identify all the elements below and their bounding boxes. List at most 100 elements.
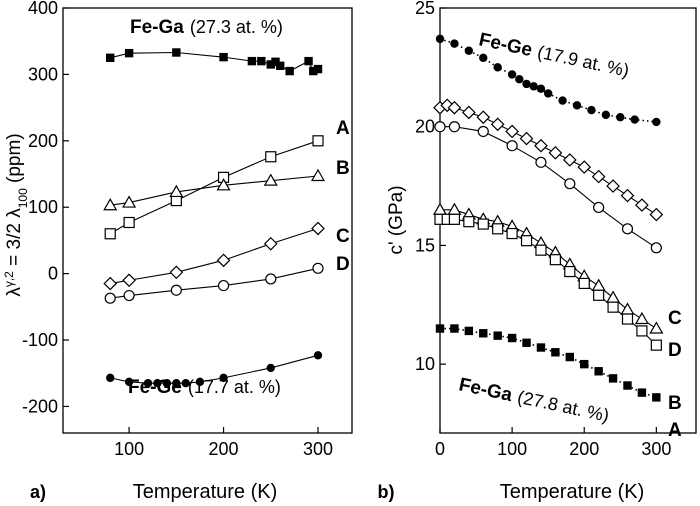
series-note: (17.7 at. %): [188, 377, 281, 397]
marker: [263, 236, 278, 251]
series-label: C: [336, 226, 350, 247]
y-tick-label: 20: [415, 117, 435, 137]
marker: [636, 325, 648, 337]
marker: [461, 105, 476, 120]
marker: [549, 254, 561, 266]
series-note: (27.8 at. %): [516, 387, 611, 426]
y-tick-label: 15: [415, 235, 435, 255]
marker: [162, 378, 172, 388]
series-line: [109, 140, 319, 235]
marker: [551, 348, 560, 357]
series: C: [433, 98, 682, 329]
y-tick-label: 100: [28, 197, 58, 217]
series-label: A: [668, 420, 682, 441]
marker: [313, 64, 323, 74]
marker: [464, 326, 474, 336]
series-name: A: [668, 420, 682, 441]
marker: [476, 110, 491, 125]
series-label: Fe-Ge (17.7 at. %): [128, 377, 281, 398]
series-name: B: [668, 393, 682, 414]
marker: [543, 89, 553, 98]
series-name: D: [668, 340, 682, 361]
marker: [535, 156, 547, 168]
marker: [123, 289, 135, 302]
marker: [652, 393, 661, 402]
marker: [448, 213, 461, 225]
marker: [562, 153, 577, 167]
y-tick-label: 10: [415, 354, 435, 374]
marker: [219, 373, 228, 383]
marker: [447, 100, 462, 115]
marker: [506, 227, 518, 240]
y-axis-label: c' (GPa): [386, 185, 407, 254]
marker: [591, 169, 606, 184]
marker: [650, 339, 662, 351]
x-tick-label: 200: [209, 439, 239, 459]
marker: [564, 178, 576, 190]
marker: [529, 82, 538, 91]
marker: [507, 333, 517, 343]
series: Fe-Ga (27.3 at. %): [106, 17, 323, 76]
marker: [216, 253, 231, 268]
series: Fe-Ge (17.7 at. %): [106, 351, 323, 398]
series-name: C: [336, 226, 350, 247]
marker: [169, 184, 184, 198]
marker: [153, 378, 162, 388]
marker: [591, 278, 606, 291]
marker: [104, 228, 116, 240]
series: D: [434, 121, 682, 361]
marker: [217, 279, 230, 292]
marker: [104, 292, 116, 304]
marker: [558, 96, 567, 105]
marker: [463, 216, 475, 228]
series-name: A: [336, 118, 350, 139]
marker: [477, 125, 489, 138]
y-tick-label: 25: [415, 0, 435, 18]
marker: [172, 378, 181, 388]
marker: [492, 223, 504, 235]
marker: [635, 198, 649, 212]
series-label: B: [668, 393, 682, 414]
x-tick-label: 0: [435, 439, 445, 459]
marker: [432, 202, 448, 215]
marker: [477, 218, 489, 230]
series-name: C: [668, 308, 682, 329]
y-axis-label-part: 100: [16, 188, 30, 208]
marker: [313, 351, 323, 360]
marker: [435, 324, 445, 333]
marker: [479, 53, 488, 63]
series: B: [103, 158, 350, 211]
series-name: D: [336, 254, 350, 275]
marker: [587, 105, 596, 115]
marker: [216, 178, 231, 191]
series-line: [110, 267, 319, 299]
series-line: [440, 327, 657, 399]
series-name: Fe-Ga: [457, 374, 514, 406]
y-tick-label: 200: [28, 131, 58, 151]
x-tick-label: 300: [641, 439, 671, 459]
marker: [522, 338, 531, 347]
marker: [265, 273, 277, 285]
marker: [304, 56, 313, 66]
x-axis-label: Temperature (K): [133, 481, 278, 503]
panel-label: a): [30, 482, 46, 502]
marker: [106, 53, 115, 63]
series-label: B: [336, 158, 350, 179]
panel: 100 200 300 -200 -100 0 100 200 300 400 a) Temperat…: [2, 0, 353, 503]
marker: [123, 216, 135, 229]
series: Fe-Ga(27.8 at. %): [435, 324, 661, 426]
y-tick-label: -100: [22, 330, 58, 350]
marker: [548, 145, 563, 160]
series-name: B: [336, 158, 350, 179]
marker: [124, 377, 134, 387]
y-tick-label: 300: [28, 64, 58, 84]
marker: [285, 66, 294, 76]
marker: [247, 56, 257, 66]
series-label: A: [336, 118, 350, 139]
marker: [493, 331, 502, 340]
marker: [311, 221, 325, 236]
marker: [649, 321, 664, 334]
marker: [621, 223, 634, 235]
marker: [172, 48, 181, 57]
